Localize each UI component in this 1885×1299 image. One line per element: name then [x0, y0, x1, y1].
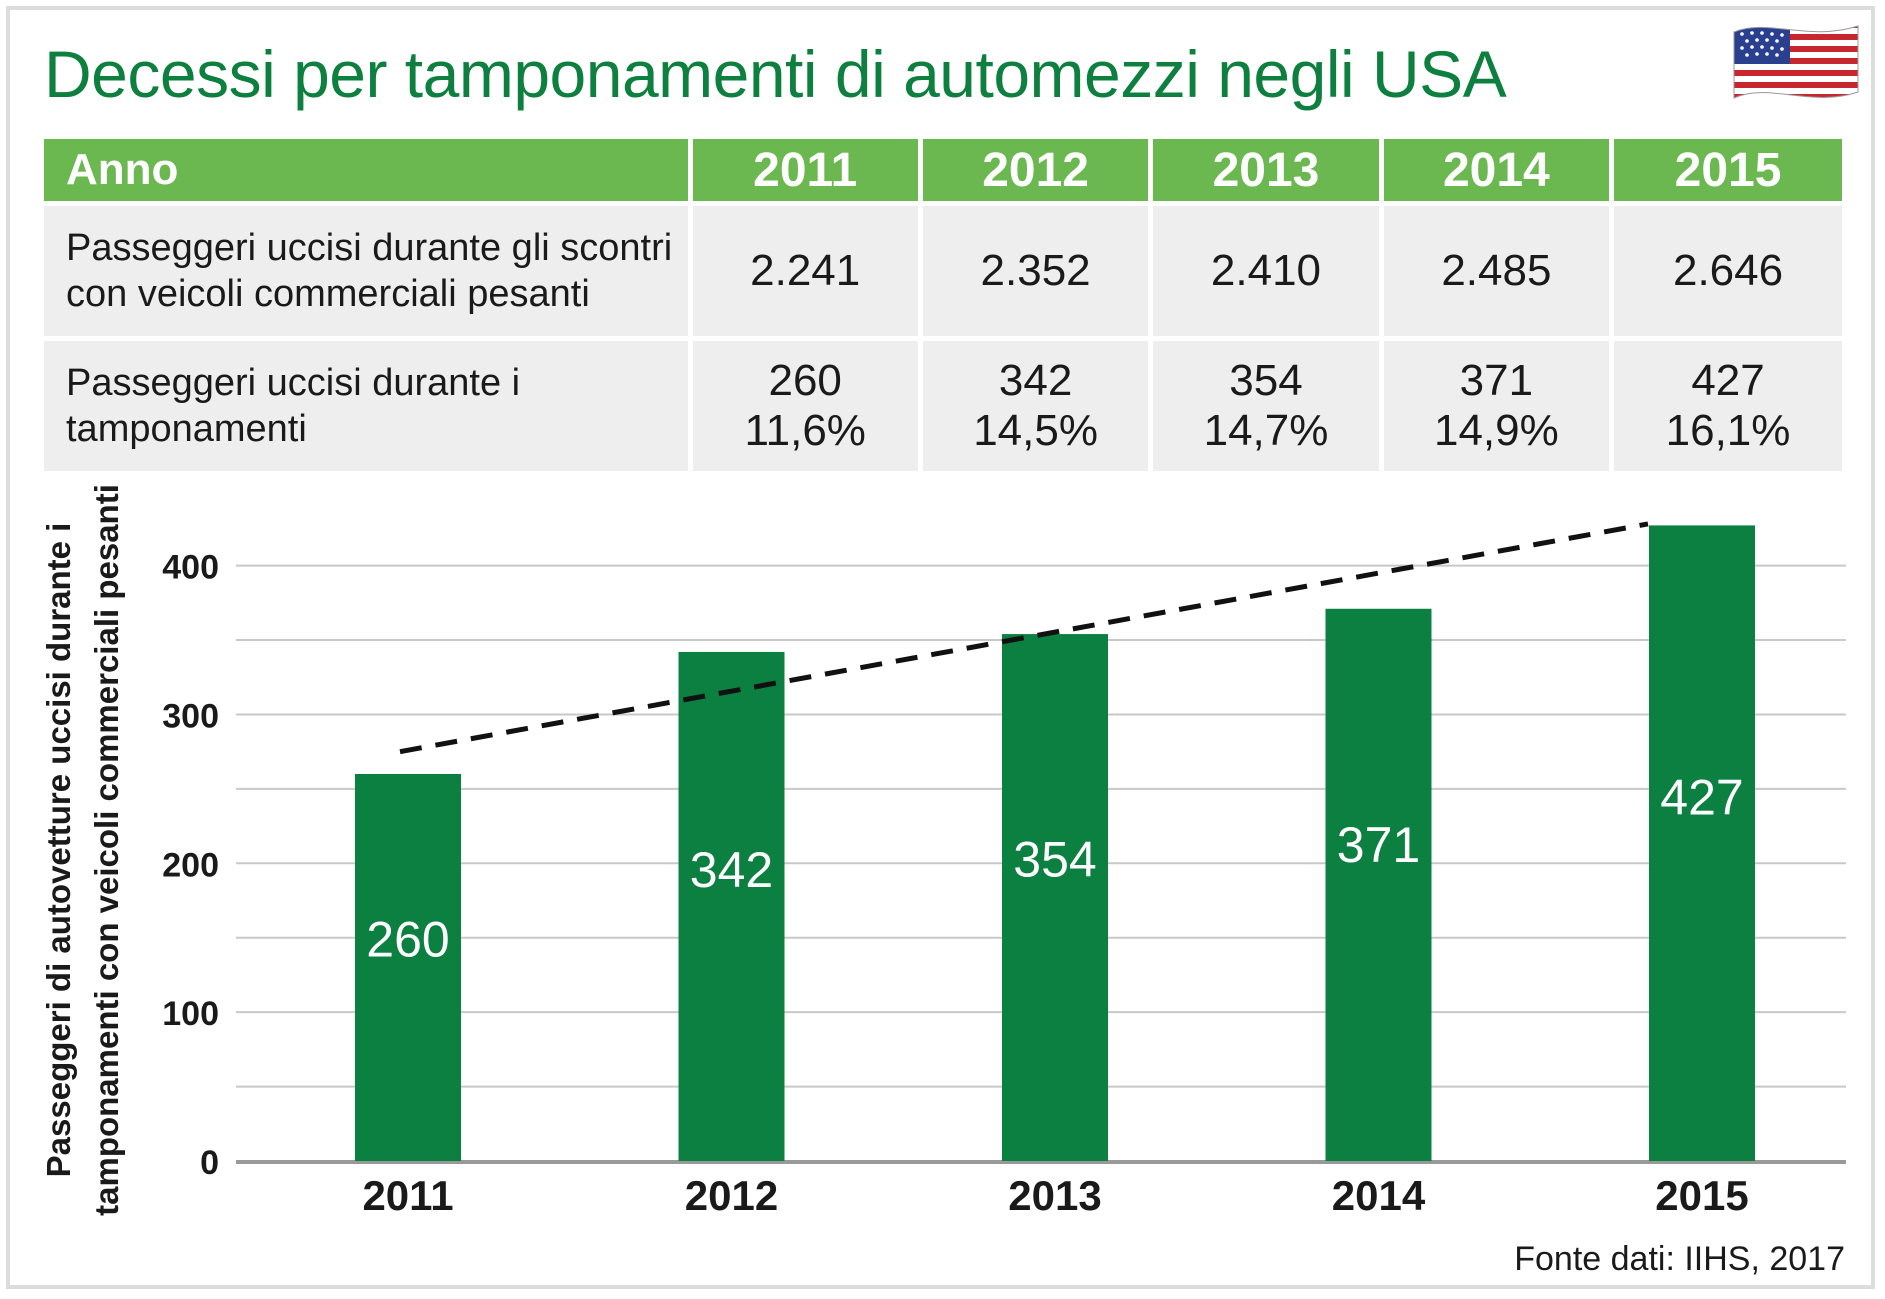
table-header-row: Anno 2011 2012 2013 2014 2015 [44, 139, 1842, 204]
table-cell: 2.410 [1150, 201, 1384, 339]
bar-value-label: 371 [1337, 817, 1420, 873]
table-cell: 342 14,5% [920, 336, 1154, 471]
y-axis-label-group: Passeggeri di autovetture uccisi durante… [40, 484, 125, 1216]
data-table: Anno 2011 2012 2013 2014 2015 Passeggeri… [44, 139, 1842, 471]
x-tick-label: 2011 [362, 1172, 453, 1219]
y-axis-label-line: tamponamenti con veicoli commerciali pes… [88, 484, 125, 1216]
table-header-year: 2014 [1381, 139, 1615, 204]
table-header-label: Anno [44, 139, 693, 204]
table-header-year: 2011 [690, 139, 923, 204]
bar-value-label: 260 [366, 911, 449, 967]
table-cell: 354 14,7% [1150, 336, 1384, 471]
x-tick-label: 2014 [1332, 1172, 1426, 1219]
bar [1649, 525, 1755, 1161]
table-cell: 260 11,6% [690, 336, 923, 471]
x-tick-label: 2015 [1655, 1172, 1748, 1219]
table-cell: 371 14,9% [1381, 336, 1615, 471]
y-tick-label: 0 [200, 1144, 219, 1182]
usa-flag-icon [1733, 25, 1859, 99]
cell-percent: 14,5% [973, 406, 1098, 455]
trend-line [399, 521, 1649, 755]
page-title: Decessi per tamponamenti di automezzi ne… [44, 37, 1507, 111]
bars: 260 342 354 371 427 [355, 525, 1755, 1161]
row-label-line: Passeggeri uccisi durante i [66, 362, 521, 404]
y-axis-label-line: Passeggeri di autovetture uccisi durante… [40, 523, 77, 1178]
bar-value-label: 354 [1013, 832, 1096, 888]
cell-percent: 11,6% [744, 406, 866, 455]
cell-count: 260 [768, 356, 842, 405]
row-label-line: Passeggeri uccisi durante gli scontri [66, 227, 673, 269]
table-cell: 2.646 [1611, 201, 1842, 339]
row-label: Passeggeri uccisi durante i tamponamenti [44, 336, 693, 471]
x-tick-label: 2012 [685, 1172, 778, 1219]
bar [1002, 634, 1108, 1161]
table-header-year: 2012 [920, 139, 1154, 204]
table-row: Passeggeri uccisi durante i tamponamenti… [44, 336, 1842, 471]
table-cell: 2.352 [920, 201, 1154, 339]
row-label-line: con veicoli commerciali pesanti [66, 273, 590, 315]
y-axis-label: Passeggeri di autovetture uccisi durante… [40, 484, 125, 1216]
trend-line-path [399, 521, 1649, 755]
y-tick-label: 400 [162, 549, 219, 587]
cell-count: 342 [998, 356, 1073, 405]
cell-count: 371 [1459, 356, 1534, 405]
table-row: Passeggeri uccisi durante gli scontri co… [44, 201, 1842, 339]
row-label-line: tamponamenti [66, 408, 307, 450]
cell-percent: 14,7% [1203, 406, 1329, 455]
x-tick-label: 2013 [1008, 1172, 1101, 1219]
table-header-year: 2013 [1150, 139, 1384, 204]
table-cell: 427 16,1% [1611, 336, 1842, 471]
bar [1325, 608, 1432, 1161]
cell-percent: 16,1% [1665, 406, 1791, 455]
table-header-year: 2015 [1611, 139, 1842, 204]
axis-ticks: 0 100 200 300 400 2011 2012 2013 2014 2015 [162, 549, 1748, 1219]
bar-value-label: 427 [1660, 770, 1743, 826]
cell-count: 427 [1691, 356, 1765, 405]
bar-value-label: 342 [690, 842, 773, 898]
y-tick-label: 100 [162, 995, 219, 1033]
table-cell: 2.241 [690, 201, 923, 339]
bar [678, 651, 785, 1161]
row-label: Passeggeri uccisi durante gli scontri co… [44, 201, 693, 339]
bar [355, 773, 461, 1161]
cell-count: 354 [1229, 356, 1303, 405]
source-note: Fonte dati: IIHS, 2017 [1514, 1240, 1845, 1278]
table-cell: 2.485 [1381, 201, 1615, 339]
y-tick-label: 200 [162, 846, 219, 884]
y-tick-label: 300 [162, 697, 219, 735]
cell-percent: 14,9% [1433, 406, 1559, 455]
